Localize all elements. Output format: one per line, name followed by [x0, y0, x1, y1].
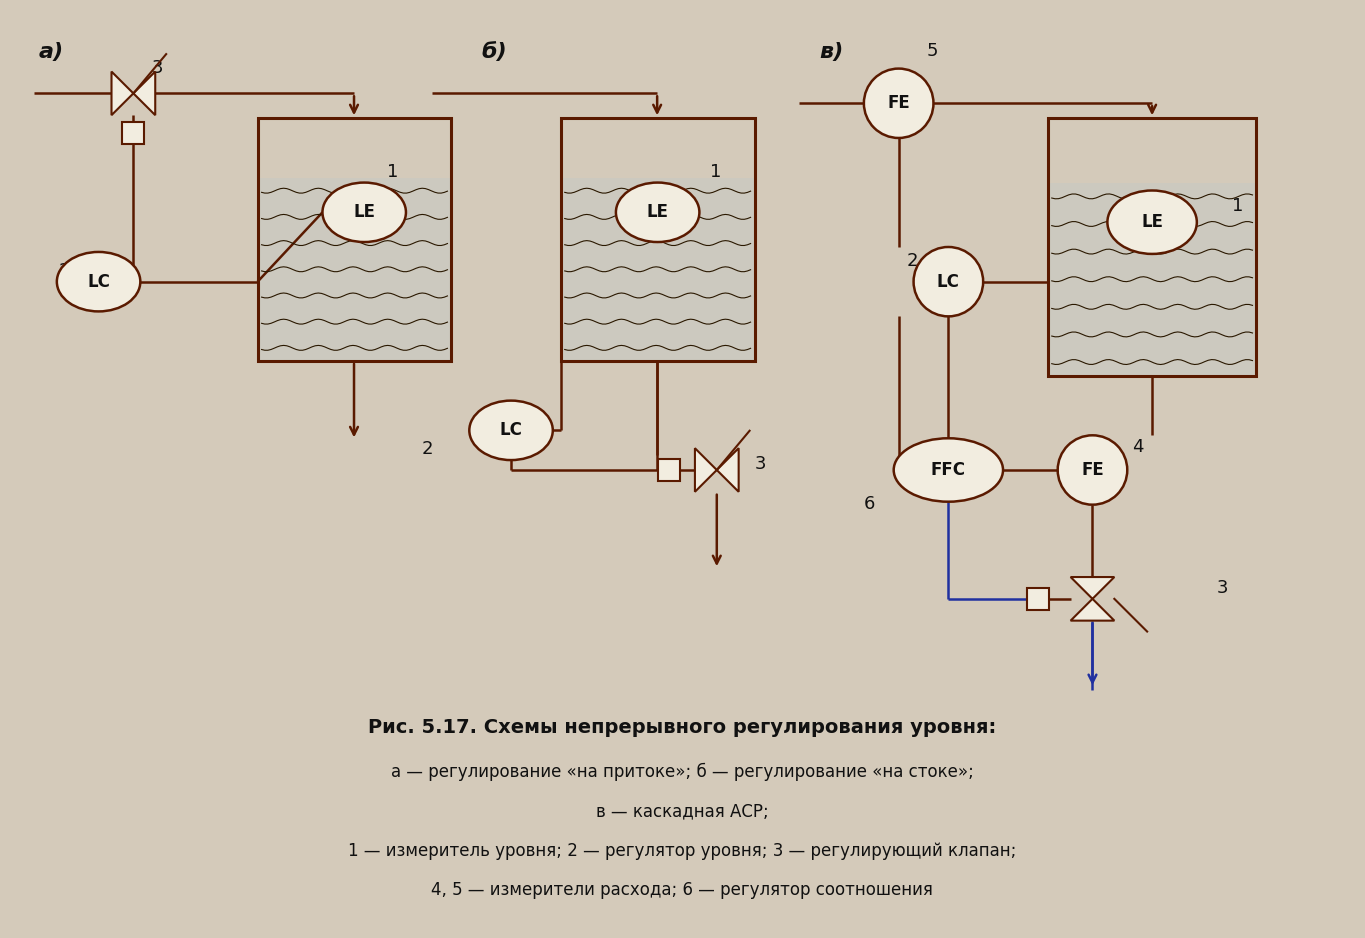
Ellipse shape	[322, 183, 405, 242]
Text: 2: 2	[906, 252, 919, 270]
Circle shape	[864, 68, 934, 138]
Text: LE: LE	[1141, 213, 1163, 231]
Text: а — регулирование «на притоке»; б — регулирование «на стоке»;: а — регулирование «на притоке»; б — регу…	[390, 763, 973, 780]
Bar	[1026, 588, 1048, 610]
Polygon shape	[1070, 598, 1114, 621]
Text: 1: 1	[386, 163, 399, 181]
Text: 2: 2	[59, 262, 71, 280]
Ellipse shape	[894, 438, 1003, 502]
Text: LC: LC	[500, 421, 523, 439]
Polygon shape	[717, 448, 738, 492]
Bar	[123, 122, 145, 144]
Polygon shape	[112, 71, 134, 115]
Circle shape	[913, 247, 983, 316]
Bar	[561, 177, 755, 361]
Text: LE: LE	[647, 204, 669, 221]
Ellipse shape	[57, 252, 141, 311]
Text: а): а)	[40, 42, 64, 62]
Text: LC: LC	[936, 273, 960, 291]
Text: FE: FE	[1081, 461, 1104, 479]
Text: LE: LE	[354, 204, 375, 221]
Text: 2: 2	[422, 440, 433, 459]
Bar	[258, 118, 452, 361]
Text: в): в)	[819, 42, 844, 62]
Text: 3: 3	[152, 59, 162, 77]
Polygon shape	[695, 448, 717, 492]
Text: 5: 5	[927, 42, 938, 60]
Ellipse shape	[470, 401, 553, 460]
Text: 1: 1	[1231, 197, 1244, 216]
Text: 3: 3	[1216, 579, 1228, 597]
Text: 4, 5 — измерители расхода; 6 — регулятор соотношения: 4, 5 — измерители расхода; 6 — регулятор…	[431, 882, 932, 900]
Text: FFC: FFC	[931, 461, 966, 479]
Text: LC: LC	[87, 273, 111, 291]
Bar	[1048, 183, 1256, 376]
Bar	[658, 459, 680, 481]
Text: в — каскадная АСР;: в — каскадная АСР;	[595, 802, 768, 820]
Text: 3: 3	[755, 455, 766, 473]
Text: 6: 6	[864, 494, 875, 513]
Bar	[561, 118, 755, 361]
Text: 1: 1	[710, 163, 721, 181]
Bar	[258, 177, 452, 361]
Circle shape	[1058, 435, 1127, 505]
Text: 1 — измеритель уровня; 2 — регулятор уровня; 3 — регулирующий клапан;: 1 — измеритель уровня; 2 — регулятор уро…	[348, 841, 1016, 859]
Ellipse shape	[616, 183, 699, 242]
Text: Рис. 5.17. Схемы непрерывного регулирования уровня:: Рис. 5.17. Схемы непрерывного регулирова…	[369, 718, 996, 736]
Bar	[1048, 118, 1256, 376]
Text: 4: 4	[1132, 438, 1144, 456]
Text: FE: FE	[887, 95, 910, 113]
Polygon shape	[1070, 577, 1114, 598]
Polygon shape	[134, 71, 156, 115]
Ellipse shape	[1107, 190, 1197, 254]
Text: б): б)	[482, 42, 506, 62]
